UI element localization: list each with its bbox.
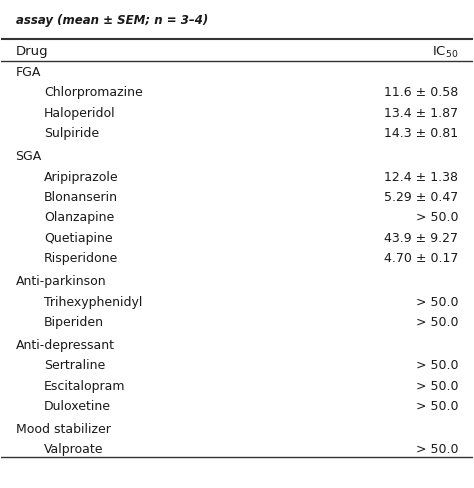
Text: Quetiapine: Quetiapine [44, 231, 112, 244]
Text: Drug: Drug [16, 45, 48, 58]
Text: IC$_{50}$: IC$_{50}$ [432, 45, 458, 60]
Text: 11.6 ± 0.58: 11.6 ± 0.58 [384, 86, 458, 99]
Text: > 50.0: > 50.0 [416, 443, 458, 455]
Text: Trihexyphenidyl: Trihexyphenidyl [44, 295, 142, 308]
Text: Haloperidol: Haloperidol [44, 107, 116, 120]
Text: FGA: FGA [16, 66, 41, 79]
Text: > 50.0: > 50.0 [416, 359, 458, 371]
Text: > 50.0: > 50.0 [416, 295, 458, 308]
Text: Duloxetine: Duloxetine [44, 399, 111, 412]
Text: Olanzapine: Olanzapine [44, 211, 114, 224]
Text: Chlorpromazine: Chlorpromazine [44, 86, 143, 99]
Text: 5.29 ± 0.47: 5.29 ± 0.47 [384, 191, 458, 203]
Text: 13.4 ± 1.87: 13.4 ± 1.87 [384, 107, 458, 120]
Text: > 50.0: > 50.0 [416, 211, 458, 224]
Text: Biperiden: Biperiden [44, 315, 104, 328]
Text: Blonanserin: Blonanserin [44, 191, 118, 203]
Text: 12.4 ± 1.38: 12.4 ± 1.38 [384, 170, 458, 183]
Text: Escitalopram: Escitalopram [44, 379, 125, 392]
Text: Risperidone: Risperidone [44, 252, 118, 264]
Text: assay (mean ± SEM; n = 3–4): assay (mean ± SEM; n = 3–4) [16, 14, 208, 26]
Text: SGA: SGA [16, 150, 42, 163]
Text: > 50.0: > 50.0 [416, 399, 458, 412]
Text: 43.9 ± 9.27: 43.9 ± 9.27 [384, 231, 458, 244]
Text: Anti-depressant: Anti-depressant [16, 338, 115, 351]
Text: 14.3 ± 0.81: 14.3 ± 0.81 [384, 127, 458, 140]
Text: Sertraline: Sertraline [44, 359, 105, 371]
Text: Mood stabilizer: Mood stabilizer [16, 422, 110, 435]
Text: 4.70 ± 0.17: 4.70 ± 0.17 [384, 252, 458, 264]
Text: Sulpiride: Sulpiride [44, 127, 99, 140]
Text: > 50.0: > 50.0 [416, 379, 458, 392]
Text: > 50.0: > 50.0 [416, 315, 458, 328]
Text: Valproate: Valproate [44, 443, 103, 455]
Text: Anti-parkinson: Anti-parkinson [16, 275, 106, 287]
Text: Aripiprazole: Aripiprazole [44, 170, 118, 183]
